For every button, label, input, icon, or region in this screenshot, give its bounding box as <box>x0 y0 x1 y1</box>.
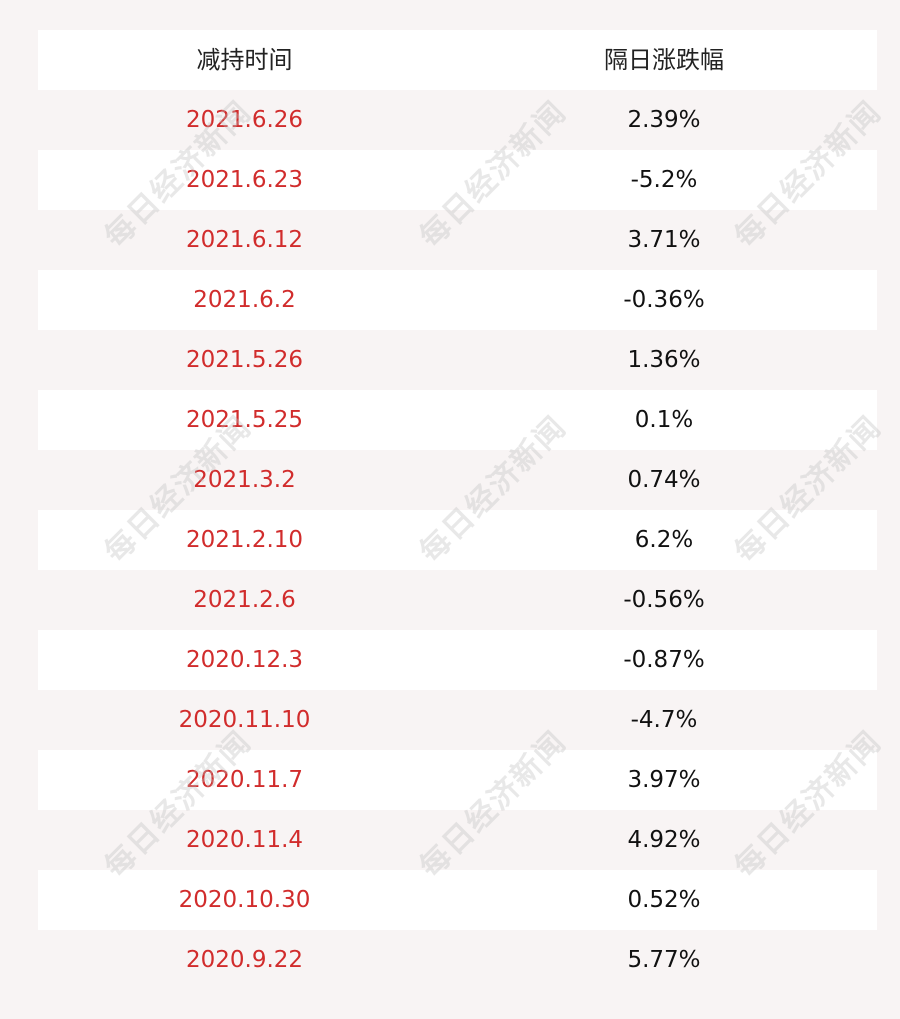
table-row: 2021.6.23 -5.2% <box>38 150 877 210</box>
table-row: 2021.5.26 1.36% <box>38 330 877 390</box>
reduction-date: 2020.12.3 <box>185 647 304 673</box>
table-row: 2021.6.2 -0.36% <box>38 270 877 330</box>
reduction-date: 2021.2.10 <box>185 527 304 553</box>
reduction-date: 2021.5.26 <box>185 347 304 373</box>
reduction-date: 2021.2.6 <box>193 587 296 613</box>
next-day-change: 3.97% <box>627 767 701 793</box>
reduction-date: 2021.3.2 <box>193 467 296 493</box>
header-reduction-date: 减持时间 <box>196 46 293 74</box>
table-row: 2021.2.6 -0.56% <box>38 570 877 630</box>
next-day-change: -0.36% <box>623 287 705 313</box>
header-next-day-change: 隔日涨跌幅 <box>604 46 724 74</box>
next-day-change: 6.2% <box>634 527 694 553</box>
reduction-date: 2021.6.2 <box>193 287 296 313</box>
data-table: 减持时间 隔日涨跌幅 2021.6.26 2.39% 2021.6.23 -5.… <box>38 30 877 990</box>
table-row: 2020.11.10 -4.7% <box>38 690 877 750</box>
reduction-date: 2020.11.4 <box>185 827 304 853</box>
table-row: 2021.6.12 3.71% <box>38 210 877 270</box>
table-row: 2020.11.4 4.92% <box>38 810 877 870</box>
table-row: 2021.3.2 0.74% <box>38 450 877 510</box>
reduction-date: 2021.6.26 <box>185 107 304 133</box>
table-row: 2020.11.7 3.97% <box>38 750 877 810</box>
next-day-change: 0.1% <box>634 407 694 433</box>
table-row: 2021.5.25 0.1% <box>38 390 877 450</box>
reduction-date: 2021.6.23 <box>185 167 304 193</box>
next-day-change: 5.77% <box>627 947 701 973</box>
table-row: 2021.6.26 2.39% <box>38 90 877 150</box>
next-day-change: 0.74% <box>627 467 701 493</box>
table-row: 2020.10.30 0.52% <box>38 870 877 930</box>
reduction-date: 2021.6.12 <box>185 227 304 253</box>
table-row: 2020.12.3 -0.87% <box>38 630 877 690</box>
reduction-date: 2020.11.10 <box>178 707 311 733</box>
table-row: 2021.2.10 6.2% <box>38 510 877 570</box>
next-day-change: -5.2% <box>630 167 698 193</box>
reduction-date: 2020.9.22 <box>185 947 304 973</box>
table-header-row: 减持时间 隔日涨跌幅 <box>38 30 877 90</box>
next-day-change: -4.7% <box>630 707 698 733</box>
reduction-date: 2020.11.7 <box>185 767 304 793</box>
reduction-date: 2020.10.30 <box>178 887 311 913</box>
next-day-change: 2.39% <box>627 107 701 133</box>
reduction-date: 2021.5.25 <box>185 407 304 433</box>
next-day-change: -0.87% <box>623 647 705 673</box>
next-day-change: 4.92% <box>627 827 701 853</box>
next-day-change: 1.36% <box>627 347 701 373</box>
next-day-change: 3.71% <box>627 227 701 253</box>
next-day-change: -0.56% <box>623 587 705 613</box>
table-row: 2020.9.22 5.77% <box>38 930 877 990</box>
next-day-change: 0.52% <box>627 887 701 913</box>
